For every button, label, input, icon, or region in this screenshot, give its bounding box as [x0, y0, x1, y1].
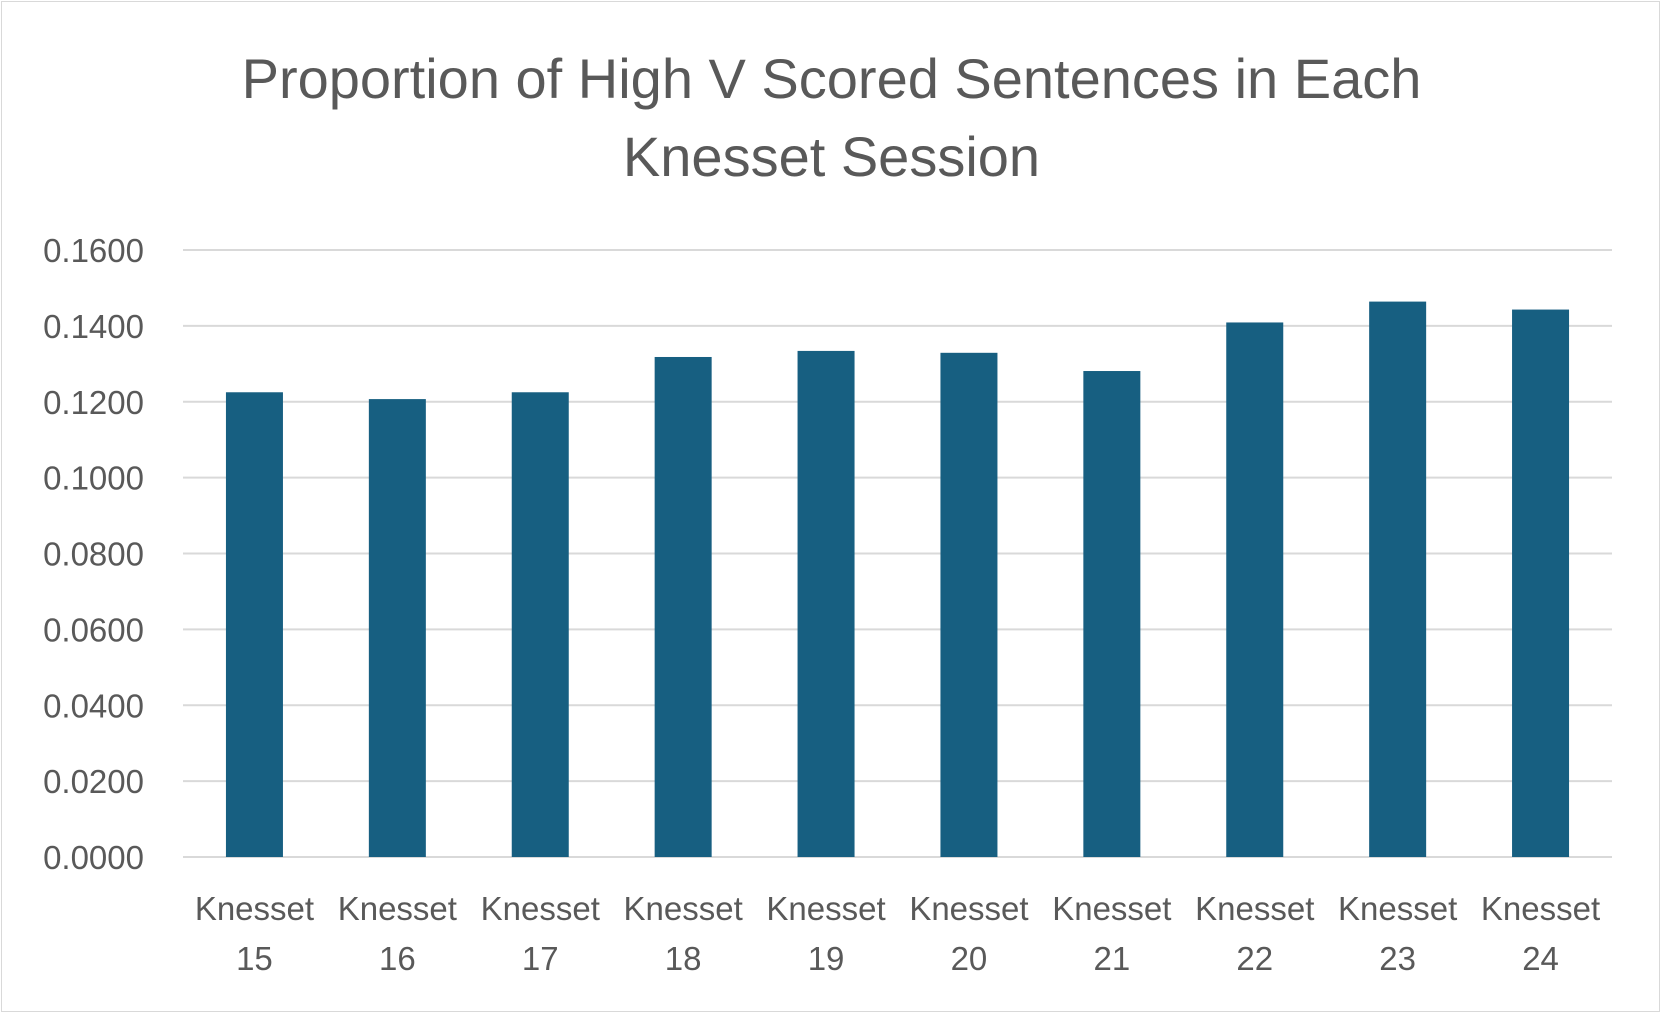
bar: [797, 350, 855, 857]
bar: [368, 399, 426, 857]
y-tick-label: 0.1000: [43, 460, 144, 497]
x-tick-label: 21: [1093, 940, 1130, 977]
y-tick-label: 0.0200: [43, 763, 144, 800]
bar: [654, 356, 712, 857]
y-tick-label: 0.0600: [43, 611, 144, 648]
x-tick-label: Knesset: [1052, 890, 1171, 927]
bar: [511, 392, 569, 857]
x-tick-label: 23: [1379, 940, 1416, 977]
x-tick-label: Knesset: [624, 890, 743, 927]
y-tick-label: 0.1600: [43, 232, 144, 269]
y-tick-label: 0.0400: [43, 687, 144, 724]
bar: [1226, 322, 1284, 857]
bar: [1512, 309, 1570, 857]
x-tick-label: 16: [379, 940, 416, 977]
x-tick-label: Knesset: [195, 890, 314, 927]
bar: [940, 352, 998, 857]
x-tick-label: 20: [951, 940, 988, 977]
y-tick-label: 0.0000: [43, 839, 144, 876]
x-tick-label: Knesset: [909, 890, 1028, 927]
bar: [1369, 301, 1427, 858]
chart-title-line-2: Knesset Session: [622, 125, 1041, 188]
y-tick-label: 0.1400: [43, 308, 144, 345]
bar: [1083, 371, 1141, 857]
x-tick-label: 19: [808, 940, 845, 977]
x-tick-label: 22: [1236, 940, 1273, 977]
x-tick-label: Knesset: [1481, 890, 1600, 927]
bar: [225, 392, 283, 857]
y-tick-label: 0.0800: [43, 536, 144, 573]
y-tick-label: 0.1200: [43, 384, 144, 421]
x-tick-label: Knesset: [1195, 890, 1314, 927]
x-tick-label: Knesset: [1338, 890, 1457, 927]
x-tick-label: Knesset: [338, 890, 457, 927]
chart-title: Proportion of High V Scored Sentences in…: [0, 40, 1663, 196]
x-tick-label: Knesset: [766, 890, 885, 927]
chart-title-line-1: Proportion of High V Scored Sentences in…: [241, 47, 1422, 110]
x-tick-label: 15: [236, 940, 273, 977]
x-tick-label: Knesset: [481, 890, 600, 927]
x-tick-label: 17: [522, 940, 559, 977]
x-tick-label: 24: [1522, 940, 1559, 977]
x-tick-label: 18: [665, 940, 702, 977]
